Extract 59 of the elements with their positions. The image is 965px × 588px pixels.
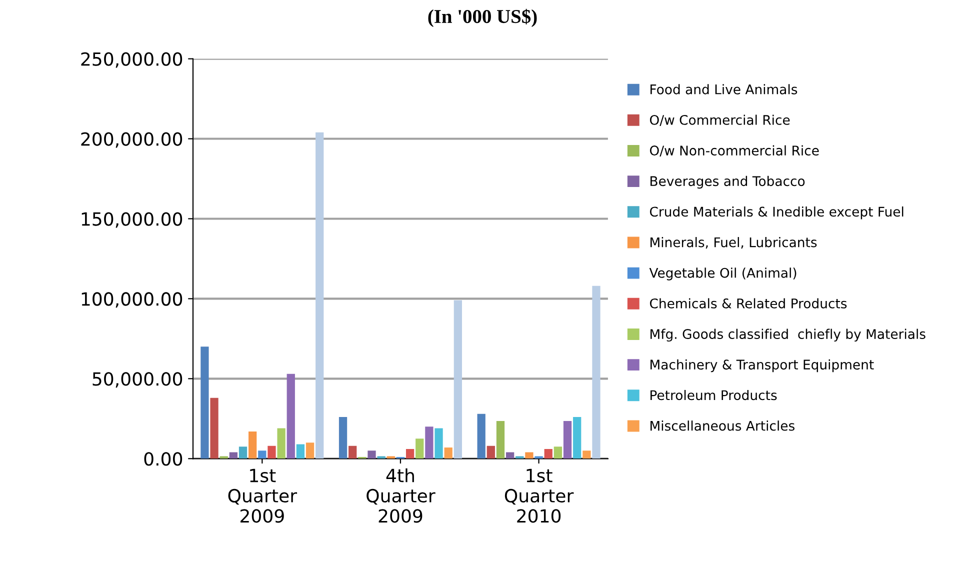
bar <box>563 421 572 459</box>
legend-label: Beverages and Tobacco <box>650 176 805 189</box>
bar <box>238 446 248 459</box>
x-tick-label: 1st Quarter 2009 <box>228 468 298 523</box>
bar <box>229 452 238 459</box>
bar <box>434 428 443 459</box>
legend-label: O/w Commercial Rice <box>650 114 790 126</box>
bar <box>306 442 314 459</box>
legend-label: Miscellaneous Articles <box>650 420 794 431</box>
bar <box>406 449 414 459</box>
y-tick-label: 100,000.00 <box>82 292 182 308</box>
bar <box>582 450 591 459</box>
x-tick-label: 1st Quarter 2010 <box>504 468 574 523</box>
bar <box>220 456 228 459</box>
bar <box>338 417 348 459</box>
legend-label: Minerals, Fuel, Lubricants <box>650 237 817 249</box>
bar <box>268 446 276 459</box>
y-tick-label: 50,000.00 <box>92 372 182 388</box>
legend-label: Chemicals & Related Products <box>650 298 847 308</box>
y-tick-label: 250,000.00 <box>81 52 182 68</box>
y-tick-label: 200,000.00 <box>81 132 182 148</box>
bar <box>554 446 562 459</box>
bar <box>486 446 495 459</box>
bar <box>386 456 395 459</box>
x-tick-label: 4th Quarter 2009 <box>366 468 436 523</box>
bar <box>248 431 257 459</box>
bar <box>573 417 582 459</box>
legend-label: Petroleum Products <box>650 390 777 400</box>
y-tick-label: 0.00 <box>144 452 182 466</box>
bar <box>286 374 295 459</box>
bar <box>316 132 324 459</box>
legend-label: Mfg. Goods classified chiefly by Materials <box>650 328 926 342</box>
bar <box>277 428 286 459</box>
bar <box>454 300 462 459</box>
bar <box>496 421 505 459</box>
bar <box>200 346 209 459</box>
bar <box>296 444 305 459</box>
bar <box>348 446 357 459</box>
chart-title: (In '000 US$) <box>428 8 537 28</box>
bar <box>506 452 514 459</box>
bar <box>525 452 534 459</box>
legend-label: O/w Non-commercial Rice <box>650 145 819 157</box>
bar <box>258 450 266 459</box>
bar <box>377 456 386 459</box>
legend-label: Vegetable Oil (Animal) <box>649 268 796 280</box>
bar <box>368 450 376 459</box>
legend-label: Food and Live Animals <box>650 84 798 94</box>
bar <box>534 456 543 459</box>
bar <box>516 456 524 459</box>
bar <box>592 286 600 459</box>
bar <box>416 438 424 459</box>
legend-label: Crude Materials & Inedible except Fuel <box>650 206 904 220</box>
legend-label: Machinery & Transport Equipment <box>650 359 874 372</box>
y-tick-label: 150,000.00 <box>82 212 182 228</box>
bar <box>477 414 486 459</box>
bar <box>444 447 452 459</box>
bar <box>544 449 552 459</box>
bar <box>425 426 434 459</box>
bar <box>210 398 218 459</box>
